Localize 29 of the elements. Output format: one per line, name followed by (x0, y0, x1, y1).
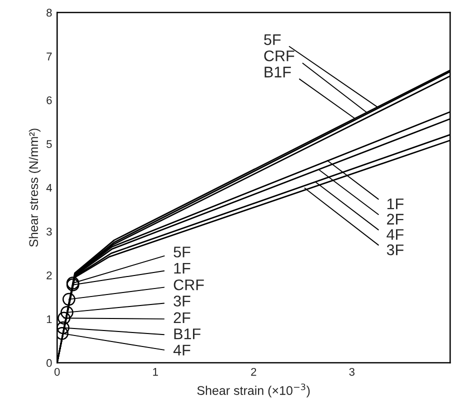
annotation: 1F (174, 262, 190, 274)
y-tick-label: 1 (46, 315, 52, 324)
y-tick-label: 0 (46, 359, 52, 367)
x-tick-label: 1 (153, 368, 158, 376)
annotation: 3F (386, 244, 404, 256)
y-tick-label: 8 (46, 8, 52, 17)
x-tick-label: 0 (54, 368, 60, 376)
annotation: 4F (173, 344, 190, 356)
annotation: CRF (264, 50, 294, 62)
y-tick-label: 7 (46, 52, 52, 60)
annotation: 5F (174, 246, 190, 258)
annotation: B1F (264, 66, 291, 78)
annotation: 4F (386, 229, 404, 240)
annotation: 2F (174, 312, 190, 323)
y-tick-label: 3 (46, 228, 52, 236)
x-tick-label: 3 (349, 368, 354, 376)
y-tick-label: 5 (46, 140, 52, 148)
y-tick-label: 2 (46, 271, 52, 280)
annotation: CRF (174, 279, 204, 290)
y-axis-title: Shear stress (N/mm²) (28, 128, 41, 247)
annotation: 1F (387, 198, 404, 210)
y-tick-label: 4 (46, 184, 52, 192)
annotation: B1F (174, 328, 200, 340)
annotation: 5F (264, 34, 281, 46)
x-tick-label: 2 (251, 368, 256, 376)
y-tick-label: 6 (46, 96, 52, 104)
annotation: 2F (387, 214, 404, 224)
annotation: 3F (174, 296, 190, 306)
x-axis-title: Shear strain (×10$^{−3}$) (197, 384, 310, 398)
